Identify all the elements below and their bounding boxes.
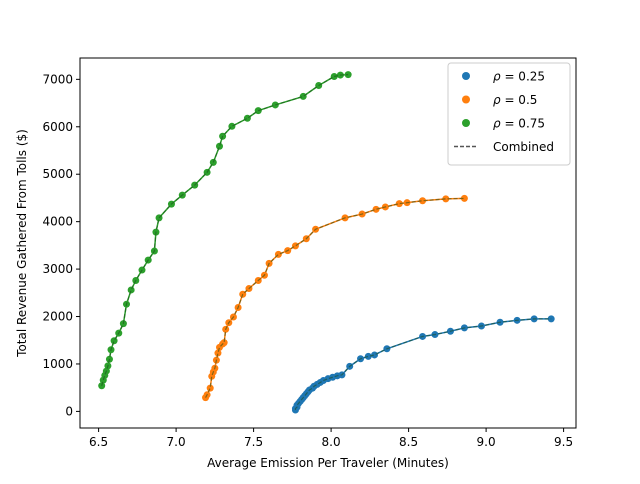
series-0-point-23 xyxy=(364,352,372,360)
x-tick-label-6: 9.5 xyxy=(554,435,573,449)
series-1-point-32 xyxy=(442,195,450,203)
series-1-point-29 xyxy=(395,200,403,208)
y-tick-label-7: 7000 xyxy=(42,72,73,86)
y-axis-label: Total Revenue Gathered From Tolls ($) xyxy=(15,129,29,358)
y-tick-label-3: 3000 xyxy=(42,262,73,276)
x-tick-label-2: 7.5 xyxy=(244,435,263,449)
series-1-point-33 xyxy=(460,194,468,202)
legend: ρ = 0.25 ρ = 0.5 ρ = 0.75 Combined xyxy=(447,62,571,166)
x-axis-label: Average Emission Per Traveler (Minutes) xyxy=(207,456,449,470)
x-tick-label-0: 6.5 xyxy=(89,435,108,449)
legend-marker-1 xyxy=(462,95,470,104)
y-tick-label-6: 6000 xyxy=(42,120,73,134)
y-tick-label-1: 1000 xyxy=(42,357,73,371)
combined-line-2 xyxy=(101,74,349,386)
x-axis: 6.5 7.0 7.5 8.0 8.5 9.0 9.5 xyxy=(89,428,573,449)
series-1-point-2 xyxy=(206,384,214,392)
legend-marker-0 xyxy=(462,72,470,80)
series-1-point-22 xyxy=(291,242,299,250)
legend-label-0: ρ = 0.25 xyxy=(493,70,545,84)
y-tick-label-2: 2000 xyxy=(42,310,73,324)
series-2-point-11 xyxy=(127,286,135,294)
series-0-point-24 xyxy=(371,351,378,359)
series-2-point-26 xyxy=(243,114,251,122)
x-tick-label-3: 8.0 xyxy=(322,435,341,449)
y-tick-label-4: 4000 xyxy=(42,215,73,229)
y-axis: 0 1000 2000 3000 4000 5000 6000 7000 xyxy=(42,72,80,418)
x-tick-label-4: 8.5 xyxy=(399,435,418,449)
series-1-point-27 xyxy=(372,205,380,213)
legend-label-1: ρ = 0.5 xyxy=(493,93,537,107)
series-layer xyxy=(98,71,555,414)
x-tick-label-1: 7.0 xyxy=(167,435,186,449)
y-tick-label-5: 5000 xyxy=(42,167,73,181)
combined-line-1 xyxy=(205,197,465,398)
series-2-point-23 xyxy=(216,142,223,150)
series-1-point-7 xyxy=(214,349,222,357)
series-1-point-31 xyxy=(419,197,427,205)
legend-label-3: Combined xyxy=(493,140,554,154)
x-tick-label-5: 9.0 xyxy=(477,435,496,449)
legend-label-2: ρ = 0.75 xyxy=(493,117,545,131)
plot-frame xyxy=(79,57,577,429)
legend-marker-2 xyxy=(462,119,470,127)
y-tick-label-0: 0 xyxy=(65,404,73,418)
legend-frame xyxy=(447,62,571,166)
series-2-point-7 xyxy=(110,337,118,345)
